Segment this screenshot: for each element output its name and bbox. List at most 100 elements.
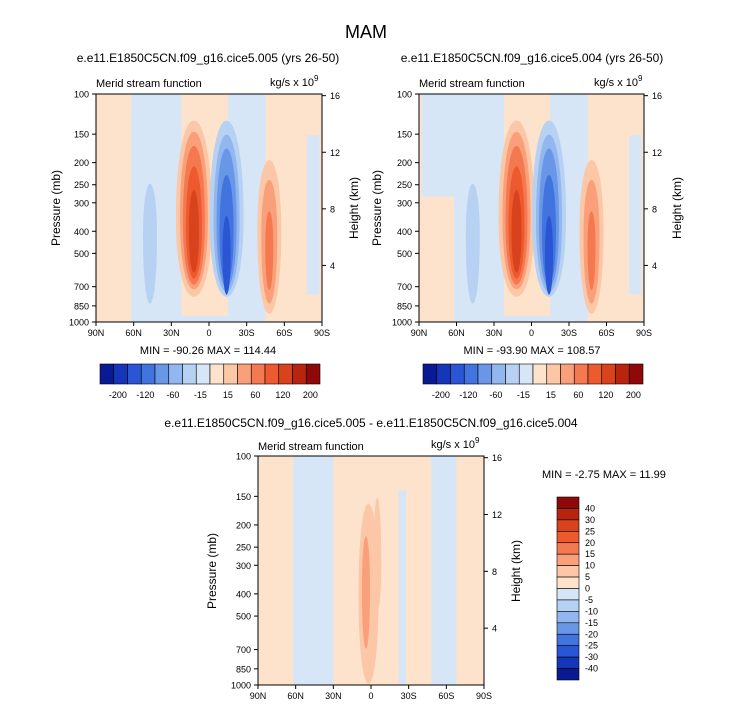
y-tick-label: 400 (236, 589, 251, 599)
x-tick-label: 60N (125, 328, 142, 338)
y-tick-label: 500 (236, 612, 251, 622)
colorbar-label: -60 (489, 390, 502, 400)
diff-neg-band-1 (293, 456, 334, 685)
colorbar-swatch (556, 531, 580, 544)
colorbar-label: 10 (585, 561, 595, 571)
panel-1-left-label: Merid stream function (96, 78, 202, 90)
y-tick-label: 300 (74, 198, 89, 208)
colorbar-label: 15 (223, 390, 233, 400)
y-tick-label: 400 (397, 227, 412, 237)
colorbar-swatch (560, 363, 575, 385)
near-surface-band (487, 316, 569, 322)
colorbar-swatch (556, 553, 580, 566)
y-tick-label: 500 (397, 249, 412, 259)
colorbar-swatch (556, 656, 580, 669)
y-tick-label: 400 (74, 227, 89, 237)
colorbar-swatch (491, 363, 506, 385)
y-tick-label: 150 (397, 130, 412, 140)
y-tick-label: 1000 (231, 681, 251, 691)
colorbar-swatch (601, 363, 616, 385)
colorbar-swatch (182, 363, 197, 385)
colorbar-label: 0 (585, 584, 590, 594)
colorbar-swatch (556, 588, 580, 601)
neg-band-nh (454, 94, 504, 322)
y-tick-label: 300 (397, 198, 412, 208)
y-tick-label: 250 (397, 180, 412, 190)
panel-2: e.e11.E1850C5CN.f09_g16.cice5.004 (yrs 2… (370, 51, 684, 357)
panel-2-field (419, 94, 644, 322)
panel-3-ylabel: Pressure (mb) (205, 533, 219, 609)
colorbar-label: 120 (598, 390, 613, 400)
colorbar-label: -25 (585, 641, 598, 651)
panel-1-title: e.e11.E1850C5CN.f09_g16.cice5.005 (yrs 2… (77, 51, 340, 65)
y-tick-label: 700 (74, 282, 89, 292)
colorbar-swatch (556, 565, 580, 578)
colorbar-label: -10 (585, 606, 598, 616)
x-tick-label: 90S (314, 328, 330, 338)
y2-tick-label: 12 (652, 148, 662, 158)
panel-1-stats: MIN = -90.26 MAX = 114.44 (140, 345, 276, 357)
panel-3-y-ticks: 100 150 200 250 300 400 500 700 850 1000 (231, 452, 258, 691)
hadley-s-5 (545, 215, 553, 295)
hadley-5 (188, 190, 199, 273)
colorbar-label: 15 (585, 549, 595, 559)
panel-1-x-ticks: 90N 60N 30N 0 30S 60S 90S (88, 322, 330, 338)
colorbar-swatch (223, 363, 238, 385)
y-tick-label: 700 (236, 645, 251, 655)
panel-3-units-exp: 9 (475, 436, 480, 445)
colorbar-swatch (556, 599, 580, 612)
x-tick-label: 90N (88, 328, 105, 338)
y2-tick-label: 8 (652, 204, 657, 214)
panel-2-units-base: kg/s x 10 (594, 77, 638, 89)
colorbar-swatch (546, 363, 561, 385)
x-tick-label: 60S (276, 328, 292, 338)
y-tick-label: 100 (397, 90, 412, 100)
x-tick-label: 0 (529, 328, 534, 338)
colorbar-label: -200 (109, 390, 127, 400)
panel-3-title: e.e11.E1850C5CN.f09_g16.cice5.005 - e.e1… (164, 416, 578, 430)
x-tick-label: 90S (476, 691, 492, 701)
colorbar-swatch (556, 622, 580, 635)
colorbar-swatch (436, 363, 451, 385)
ferrel-nh-1 (465, 183, 480, 304)
colorbar-swatch (556, 633, 580, 646)
colorbar-label: -120 (459, 390, 477, 400)
neg-band-nh (131, 94, 182, 322)
colorbar-label: 25 (585, 526, 595, 536)
diff-neg-band-2 (398, 490, 407, 685)
panel-3-units-base: kg/s x 10 (431, 439, 475, 451)
panel-2-x-ticks: 90N 60N 30N 0 30S 60S 90S (411, 322, 652, 338)
colorbar-swatch (278, 363, 293, 385)
panel-3: e.e11.E1850C5CN.f09_g16.cice5.005 - e.e1… (164, 416, 666, 701)
colorbar-swatch (587, 363, 603, 385)
colorbar-swatch (477, 363, 493, 385)
y2-tick-label: 4 (652, 261, 657, 271)
panel-2-y2label: Height (km) (670, 177, 684, 239)
y-tick-label: 200 (397, 158, 412, 168)
panel-3-y2-ticks: 16 12 8 4 (484, 453, 502, 634)
panel-2-y2-ticks: 16 12 8 4 (644, 91, 662, 271)
y2-tick-label: 4 (492, 624, 497, 634)
y-tick-label: 150 (236, 492, 251, 502)
ferrel-sh-3 (587, 211, 596, 291)
colorbar-swatch (628, 363, 644, 385)
x-tick-label: 30S (239, 328, 255, 338)
colorbar-swatch (422, 363, 438, 385)
y2-tick-label: 12 (492, 510, 502, 520)
colorbar-top-left: -200 -120 -60 -15 15 60 120 200 (99, 363, 321, 400)
panel-3-field (258, 456, 484, 685)
y-tick-label: 1000 (392, 318, 412, 328)
x-tick-label: 30S (401, 691, 417, 701)
y2-tick-label: 16 (652, 91, 662, 101)
colorbar-label: -20 (585, 629, 598, 639)
colorbar-swatch (209, 363, 225, 385)
x-tick-label: 0 (206, 328, 211, 338)
panel-2-units-exp: 9 (638, 74, 643, 83)
y-tick-label: 850 (74, 301, 89, 311)
colorbar-swatch (168, 363, 183, 385)
panel-3-units: kg/s x 109 (431, 436, 480, 451)
colorbar-swatch (154, 363, 170, 385)
diff-pos-3 (373, 497, 382, 611)
